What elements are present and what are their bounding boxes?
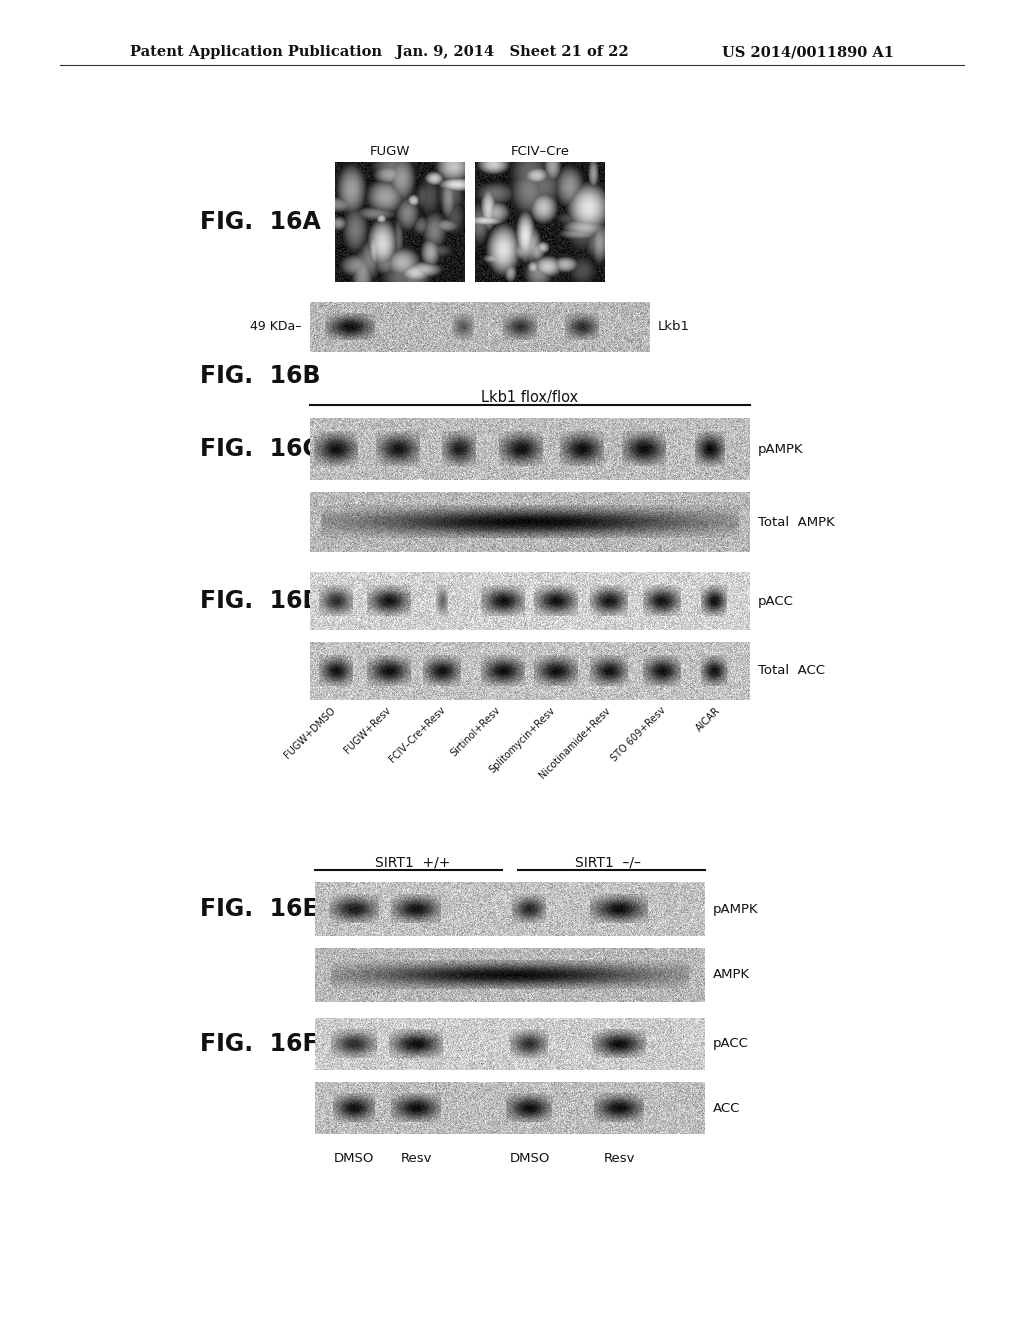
Text: STO 609+Resv: STO 609+Resv — [609, 705, 668, 763]
Text: Resv: Resv — [400, 1152, 432, 1166]
Text: Lkb1: Lkb1 — [658, 321, 690, 334]
Text: FCIV–Cre+Resv: FCIV–Cre+Resv — [388, 705, 447, 764]
Text: AMPK: AMPK — [713, 969, 751, 982]
Text: Splitomycin+Resv: Splitomycin+Resv — [487, 705, 557, 775]
Text: FUGW: FUGW — [370, 145, 411, 158]
Text: FIG.  16D: FIG. 16D — [200, 589, 323, 612]
Text: Lkb1 flox/flox: Lkb1 flox/flox — [481, 389, 579, 405]
Text: ACC: ACC — [713, 1101, 740, 1114]
Text: pACC: pACC — [758, 594, 794, 607]
Text: FIG.  16E: FIG. 16E — [200, 898, 318, 921]
Text: DMSO: DMSO — [509, 1152, 550, 1166]
Text: US 2014/0011890 A1: US 2014/0011890 A1 — [722, 45, 894, 59]
Text: Patent Application Publication: Patent Application Publication — [130, 45, 382, 59]
Text: FUGW+DMSO: FUGW+DMSO — [283, 705, 338, 760]
Text: FIG.  16A: FIG. 16A — [200, 210, 321, 234]
Text: pAMPK: pAMPK — [713, 903, 759, 916]
Text: Nicotinamide+Resv: Nicotinamide+Resv — [538, 705, 612, 780]
Text: pACC: pACC — [713, 1038, 749, 1051]
Text: FIG.  16F: FIG. 16F — [200, 1032, 318, 1056]
Text: FUGW+Resv: FUGW+Resv — [342, 705, 392, 755]
Text: Total  AMPK: Total AMPK — [758, 516, 835, 528]
Text: 49 KDa–: 49 KDa– — [251, 321, 302, 334]
Text: AICAR: AICAR — [694, 705, 723, 733]
Text: pAMPK: pAMPK — [758, 442, 804, 455]
Text: Resv: Resv — [603, 1152, 635, 1166]
Text: Jan. 9, 2014   Sheet 21 of 22: Jan. 9, 2014 Sheet 21 of 22 — [395, 45, 629, 59]
Text: FIG.  16B: FIG. 16B — [200, 364, 321, 388]
Text: SIRT1  –/–: SIRT1 –/– — [574, 855, 640, 870]
Text: SIRT1  +/+: SIRT1 +/+ — [375, 855, 451, 870]
Text: FCIV–Cre: FCIV–Cre — [511, 145, 569, 158]
Text: Total  ACC: Total ACC — [758, 664, 825, 677]
Text: DMSO: DMSO — [334, 1152, 374, 1166]
Text: Sirtinol+Resv: Sirtinol+Resv — [449, 705, 503, 759]
Text: FIG.  16C: FIG. 16C — [200, 437, 319, 461]
